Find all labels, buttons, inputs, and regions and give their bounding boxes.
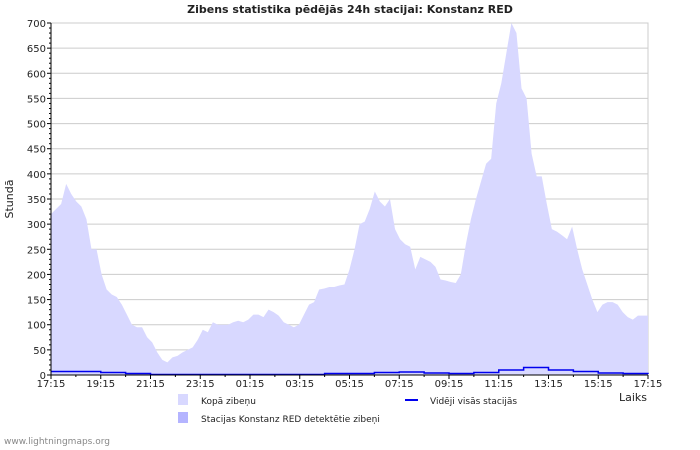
y-tick-label: 600 xyxy=(27,69,46,80)
legend-label-station: Stacijas Konstanz RED detektētie zibeņi xyxy=(201,415,380,425)
y-tick-label: 150 xyxy=(27,296,46,307)
x-tick-label: 19:15 xyxy=(86,379,115,390)
x-tick-label: 01:15 xyxy=(236,379,265,390)
x-tick-label: 17:15 xyxy=(37,379,66,390)
legend-swatch-total xyxy=(178,394,188,405)
y-tick-label: 650 xyxy=(27,44,46,55)
y-tick-label: 250 xyxy=(27,245,46,256)
y-tick-label: 100 xyxy=(27,321,46,332)
legend-swatch-station xyxy=(178,412,188,423)
area-total-lightning xyxy=(51,23,648,375)
x-axis-label: Laiks xyxy=(619,391,647,404)
x-tick-label: 17:15 xyxy=(634,379,663,390)
y-axis-label: Stundā xyxy=(3,180,16,219)
y-tick-label: 500 xyxy=(27,120,46,131)
x-tick-label: 13:15 xyxy=(534,379,563,390)
legend-label-average: Vidēji visās stacijās xyxy=(430,397,517,407)
y-tick-label: 550 xyxy=(27,94,46,105)
y-tick-label: 300 xyxy=(27,220,46,231)
x-tick-label: 21:15 xyxy=(136,379,165,390)
x-tick-label: 15:15 xyxy=(584,379,613,390)
x-tick-label: 07:15 xyxy=(385,379,414,390)
y-tick-label: 700 xyxy=(27,19,46,30)
y-tick-label: 0 xyxy=(40,371,46,382)
x-tick-label: 03:15 xyxy=(285,379,314,390)
chart-title: Zibens statistika pēdējās 24h stacijai: … xyxy=(187,3,513,16)
line-average-all-stations xyxy=(51,366,649,376)
site-credit: www.lightningmaps.org xyxy=(4,437,110,447)
y-tick-label: 200 xyxy=(27,270,46,281)
y-tick-label: 450 xyxy=(27,145,46,156)
y-tick-label: 350 xyxy=(27,195,46,206)
x-tick-label: 11:15 xyxy=(484,379,513,390)
x-tick-label: 09:15 xyxy=(435,379,464,390)
y-tick-label: 50 xyxy=(33,346,46,357)
y-tick-label: 400 xyxy=(27,170,46,181)
x-tick-label: 05:15 xyxy=(335,379,364,390)
x-tick-label: 23:15 xyxy=(186,379,215,390)
legend-label-total: Kopā zibeņu xyxy=(201,397,256,407)
